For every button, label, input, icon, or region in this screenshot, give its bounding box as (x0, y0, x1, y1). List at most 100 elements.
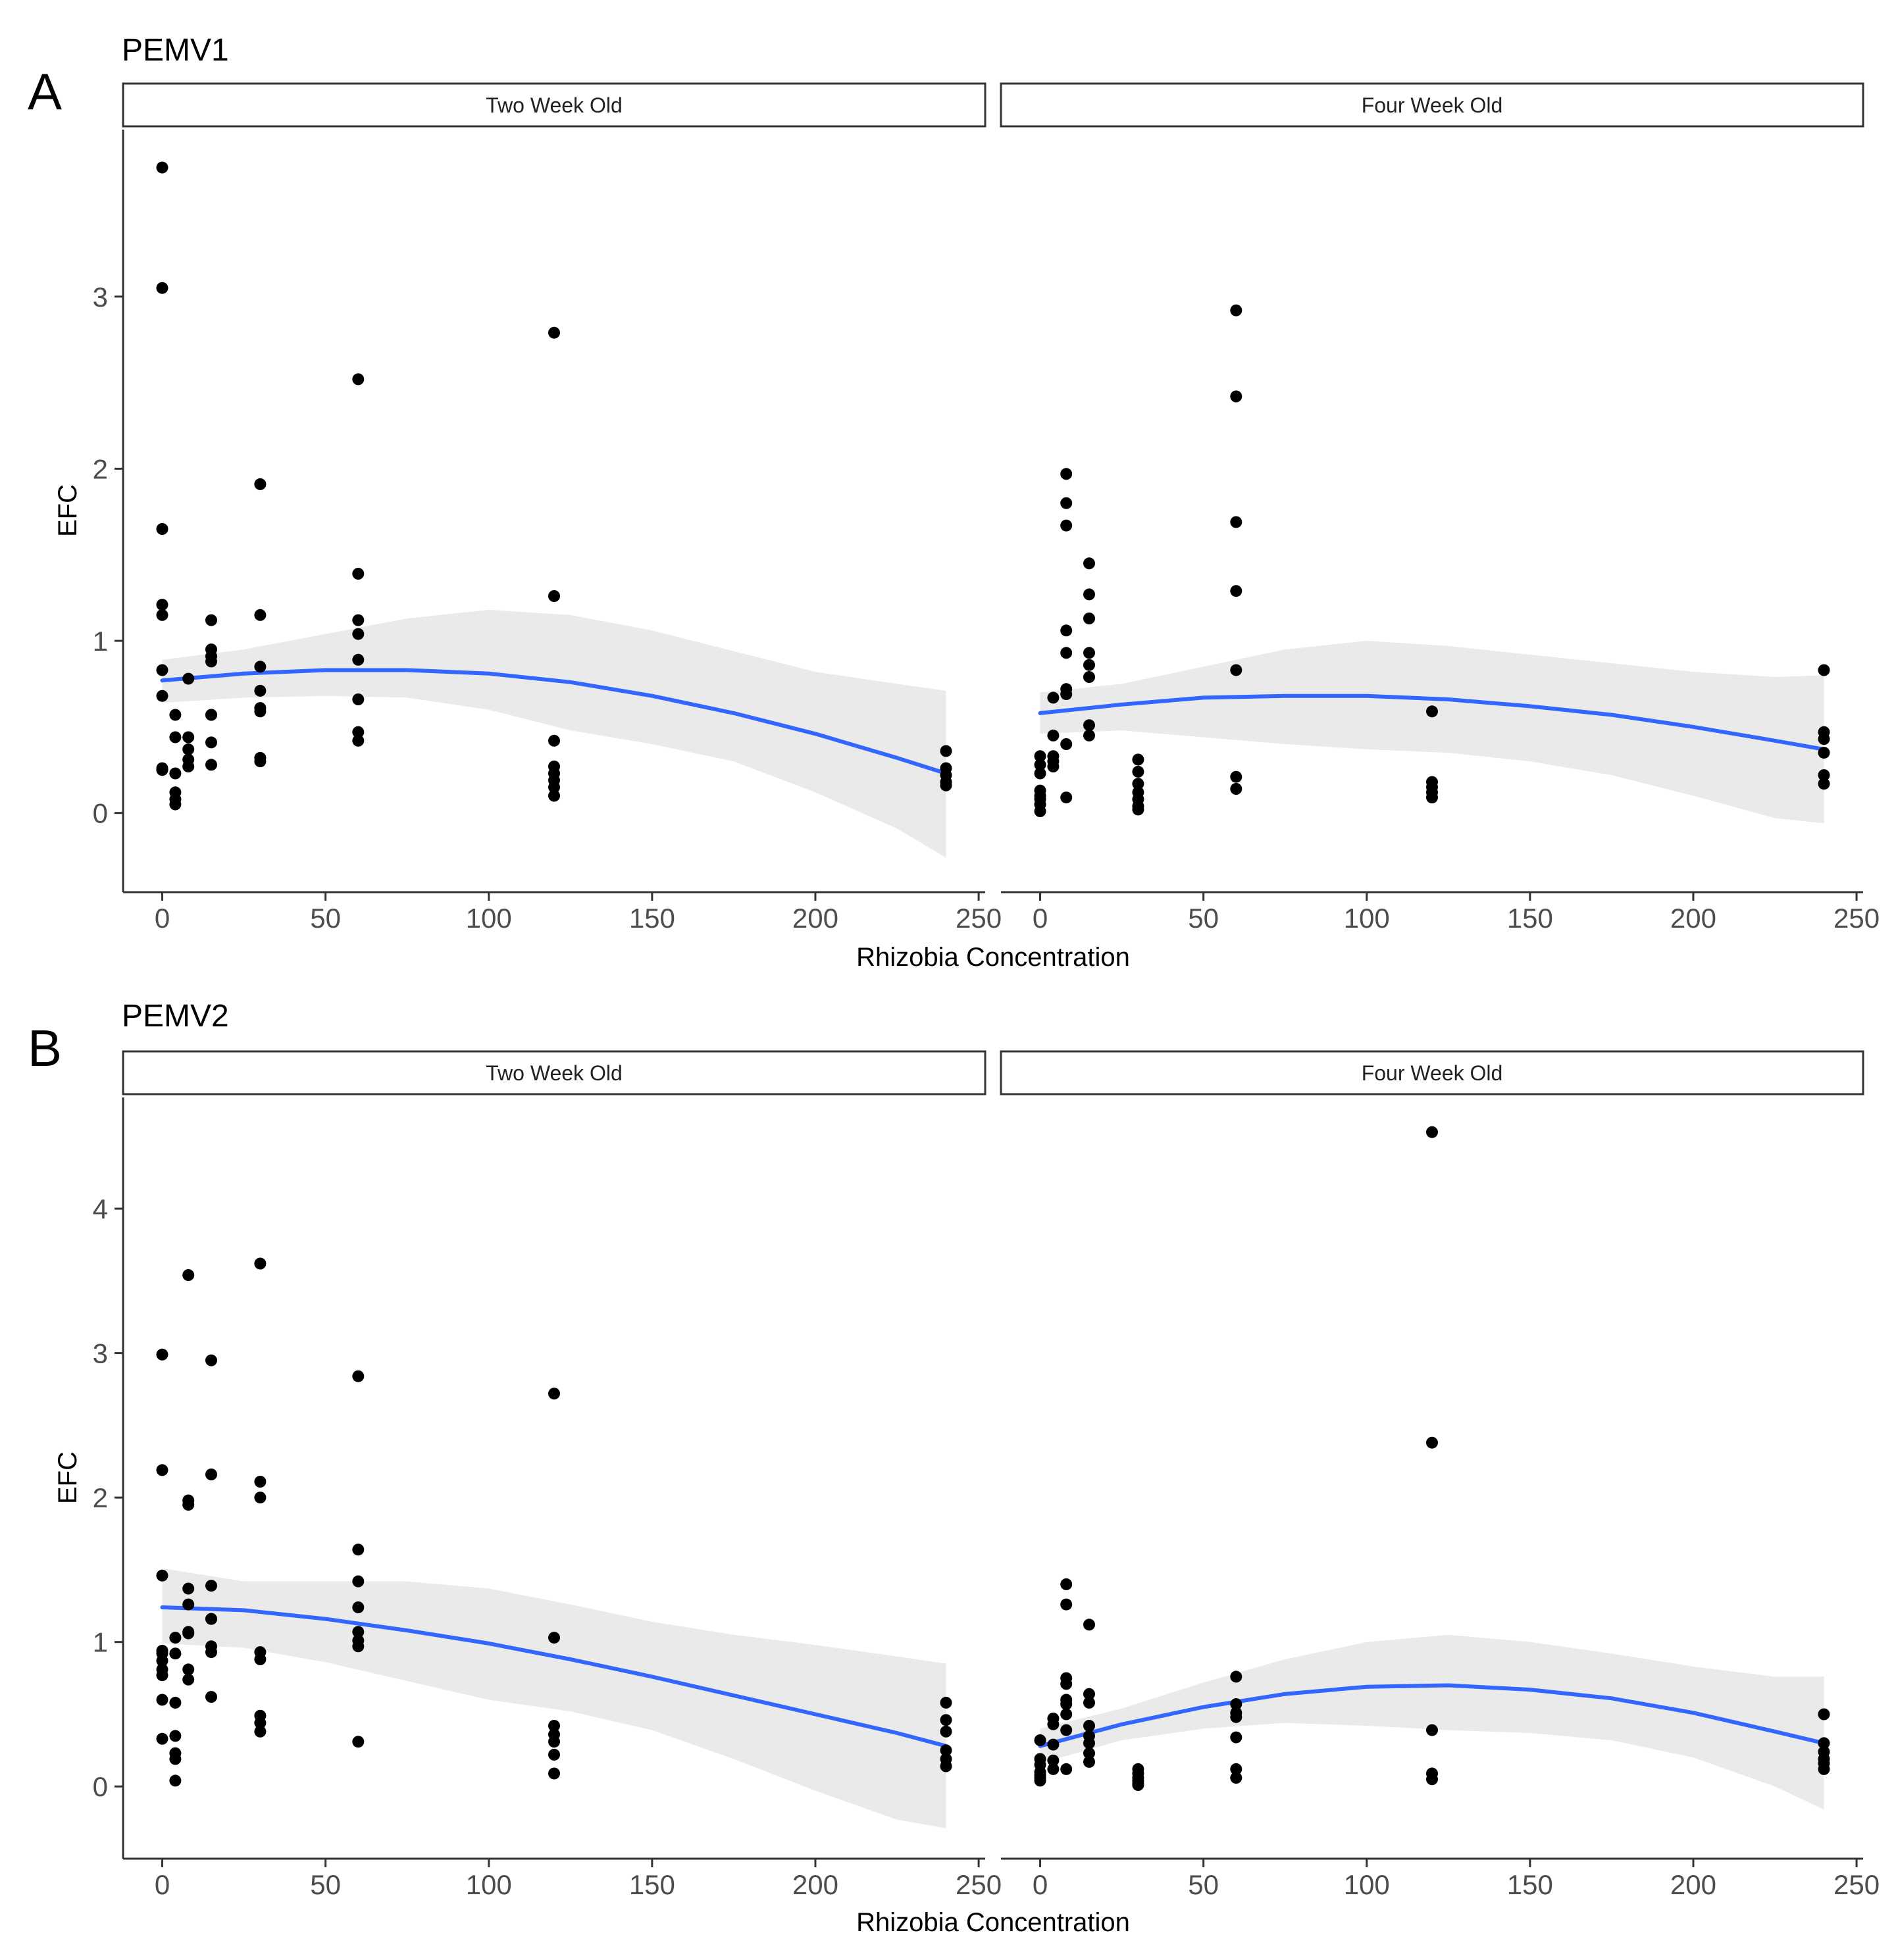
panel-a-two-week-point (254, 478, 267, 490)
panel-a-four-week-point (1060, 624, 1073, 637)
panel-b-two-week-point (156, 1464, 168, 1476)
panel-b-four-week-x-tick-label: 100 (1344, 1869, 1390, 1900)
panel-a-four-week-point (1034, 767, 1046, 780)
panel-a-four-week-point (1083, 719, 1095, 732)
panel-b-four-week-point (1034, 1774, 1046, 1787)
panel-a-four-week-ribbon (1040, 641, 1824, 824)
panel-a-y-title: EFC (53, 484, 82, 537)
panel-a-four-week-point (1230, 783, 1243, 795)
panel-a-y-tick-label: 2 (93, 453, 108, 484)
panel-b-two-week-point (205, 1646, 217, 1659)
panel-b-strip-two-week (122, 1050, 986, 1095)
panel-b-two-week-x-tick-label: 250 (956, 1869, 1002, 1900)
panel-b-two-week-point (156, 1694, 168, 1706)
panel-b-four-week-point (1060, 1678, 1073, 1690)
panel-a-four-week-point (1083, 557, 1095, 570)
panel-a-four-week-point (1230, 516, 1243, 528)
panel-a-four-week-point (1083, 613, 1095, 624)
panel-b-four-week-point (1083, 1688, 1095, 1700)
panel-a-two-week-point (182, 743, 195, 755)
panel-a-four-week-point (1083, 729, 1095, 741)
panel-a-four-week-point (1083, 671, 1095, 683)
panel-a-y-tick-label: 3 (93, 282, 108, 313)
panel-a-four-week-point (1060, 468, 1073, 480)
panel-a-title: PEMV1 (122, 33, 229, 68)
panel-b-two-week-point (352, 1575, 365, 1588)
panel-a-two-week-x-tick-label: 150 (629, 903, 675, 934)
panel-b-four-week-point (1083, 1730, 1095, 1742)
panel-b-two-week-point (352, 1626, 365, 1638)
panel-a-strip-two-week (122, 82, 986, 128)
panel-b-two-week-point (169, 1696, 182, 1709)
panel-b-two-week-x-tick-label: 100 (466, 1869, 512, 1900)
panel-b-two-week-point (254, 1492, 267, 1504)
panel-b-strip-label-four-week: Four Week Old (1362, 1061, 1503, 1085)
panel-a-four-week-point (1083, 588, 1095, 601)
panel-b-four-week-point (1083, 1747, 1095, 1759)
panel-b-strip-four-week (1000, 1050, 1864, 1095)
panel-a-points (156, 161, 1830, 817)
panel-b-strip-label-two-week: Two Week Old (486, 1061, 622, 1085)
panel-b-four-week-x-tick-label: 200 (1670, 1869, 1716, 1900)
panel-b-two-week-point (254, 1476, 267, 1488)
panel-b-two-week-point (182, 1269, 195, 1281)
panel-a-two-week-fit-line (160, 668, 948, 776)
panel-a-four-week-point (1047, 761, 1060, 772)
panel-b-two-week-point (548, 1632, 560, 1644)
panel-a-two-week-point (205, 709, 217, 721)
panel-b-fit-lines (160, 1605, 1826, 1748)
panel-a-four-week-point (1034, 805, 1046, 817)
panel-b-y-tick-label: 4 (93, 1194, 108, 1224)
panel-a-four-week-x-tick-label: 200 (1670, 903, 1716, 934)
panel-a-four-week-point (1230, 585, 1243, 597)
panel-a-four-week-point (1083, 647, 1095, 659)
panel-b-four-week-point (1818, 1708, 1830, 1721)
panel-b-y-tick-label: 1 (93, 1627, 108, 1658)
panel-b-four-week-point (1230, 1731, 1243, 1744)
panel-b-two-week-point (548, 1388, 560, 1400)
panel-a-two-week-point (182, 672, 195, 685)
panel-a-two-week-point (205, 614, 217, 626)
panel-a-letter: A (28, 63, 62, 120)
panel-a-two-week-point (548, 590, 560, 602)
panel-a-four-week-point (1426, 705, 1438, 718)
panel-b-two-week-point (940, 1760, 952, 1772)
panel-a-four-week-point (1060, 497, 1073, 509)
panel-a-four-week-point (1047, 691, 1060, 704)
panel-a-four-week-x-tick-label: 50 (1188, 903, 1219, 934)
panel-b-four-week-x-tick-label: 150 (1507, 1869, 1553, 1900)
panel-b-four-week-point (1060, 1724, 1073, 1736)
panel-a-four-week-point (1132, 765, 1144, 778)
panel-b-two-week-point (940, 1725, 952, 1738)
panel-a-four-week-point (1230, 770, 1243, 783)
panel-a-two-week-point (205, 655, 217, 668)
panel-a-four-week-point (1060, 738, 1073, 750)
panel-b-two-week-point (548, 1736, 560, 1748)
panel-a-four-week-point (1818, 769, 1830, 782)
panel-b-four-week-point (1083, 1755, 1095, 1768)
panel-b-two-week-point (940, 1714, 952, 1726)
panel-b-ticks: 0 1 2 3 4 0 50 100 150 200 250 0 50 100 150 200 250 (93, 1194, 1880, 1900)
panel-b-two-week-point (205, 1580, 217, 1592)
panel-a-two-week-x-tick-label: 250 (956, 903, 1002, 934)
panel-b-two-week-point (205, 1613, 217, 1625)
panel-b-two-week-x-tick-label: 150 (629, 1869, 675, 1900)
panel-a-four-week-x-tick-label: 250 (1833, 903, 1880, 934)
panel-a-four-week-x-tick-label: 0 (1033, 903, 1048, 934)
panel-b-four-week-point (1230, 1698, 1243, 1711)
panel-b-two-week-point (548, 1720, 560, 1732)
panel-a-four-week-point (1060, 647, 1073, 659)
panel-a-four-week-point (1060, 688, 1073, 701)
panel-b-two-week-point (205, 1469, 217, 1480)
panel-a-y-tick-label: 0 (93, 798, 108, 829)
panel-b-four-week-fit-line (1038, 1683, 1826, 1748)
panel-b-four-week-point (1083, 1720, 1095, 1732)
panel-b-two-week-point (169, 1753, 182, 1765)
panel-a-four-week-point (1034, 750, 1046, 763)
panel-b-two-week-point (352, 1544, 365, 1556)
panel-a-four-week-point (1426, 792, 1438, 804)
panel-a-four-week-point (1060, 792, 1073, 804)
panel-a-two-week-point (254, 609, 267, 621)
panel-a-four-week-point (1818, 664, 1830, 676)
panel-b-two-week-point (205, 1354, 217, 1367)
